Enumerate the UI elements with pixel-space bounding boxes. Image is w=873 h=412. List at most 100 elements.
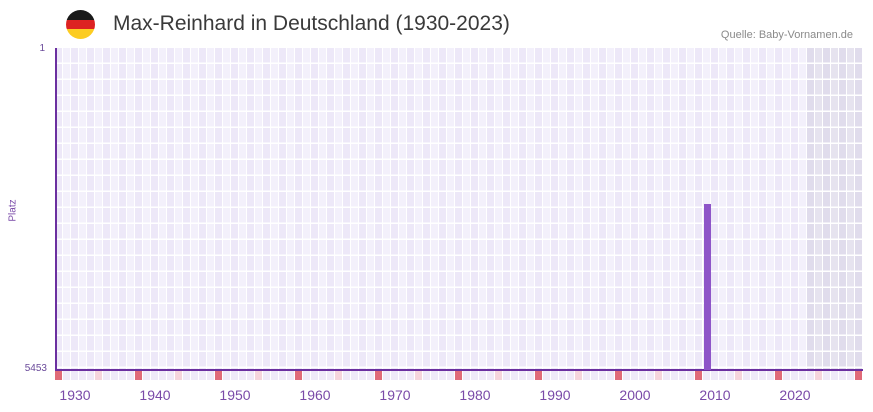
- year-marker: [207, 371, 214, 380]
- year-marker: [639, 371, 646, 380]
- grid-column: [847, 48, 855, 370]
- rank-bar[interactable]: [704, 203, 711, 370]
- grid-column: [839, 48, 847, 370]
- flag-stripe-black: [66, 10, 95, 20]
- year-marker: [439, 371, 446, 380]
- year-marker: [527, 371, 534, 380]
- source-credit: Quelle: Baby-Vornamen.de: [720, 29, 853, 41]
- grid-column: [407, 48, 415, 370]
- grid-column: [423, 48, 431, 370]
- year-marker: [119, 371, 126, 380]
- grid-column: [135, 48, 143, 370]
- y-tick-bottom: 5453: [24, 363, 47, 374]
- grid-column: [639, 48, 647, 370]
- year-marker: [575, 371, 582, 380]
- x-tick-label: 1970: [379, 387, 411, 403]
- grid-column: [295, 48, 303, 370]
- year-marker: [455, 371, 462, 380]
- year-marker: [855, 371, 862, 380]
- year-marker: [295, 371, 302, 380]
- grid-column: [687, 48, 695, 370]
- grid-column: [87, 48, 95, 370]
- year-marker: [223, 371, 230, 380]
- year-marker: [279, 371, 286, 380]
- grid-column: [215, 48, 223, 370]
- year-marker: [535, 371, 542, 380]
- grid-column: [439, 48, 447, 370]
- year-marker: [743, 371, 750, 380]
- germany-flag-icon: [66, 10, 95, 39]
- grid-column: [831, 48, 839, 370]
- grid-column: [375, 48, 383, 370]
- grid-column: [567, 48, 575, 370]
- year-marker: [847, 371, 854, 380]
- grid-column: [495, 48, 503, 370]
- grid-column: [615, 48, 623, 370]
- grid-column: [663, 48, 671, 370]
- year-marker: [711, 371, 718, 380]
- grid-column: [183, 48, 191, 370]
- grid-column: [487, 48, 495, 370]
- year-marker: [255, 371, 262, 380]
- flag-stripe-gold: [66, 29, 95, 39]
- year-marker: [479, 371, 486, 380]
- grid-column: [327, 48, 335, 370]
- year-marker: [55, 371, 62, 380]
- grid-column: [711, 48, 719, 370]
- year-marker: [623, 371, 630, 380]
- grid-column: [359, 48, 367, 370]
- year-marker: [135, 371, 142, 380]
- grid-column: [79, 48, 87, 370]
- year-marker: [703, 371, 710, 380]
- year-marker: [727, 371, 734, 380]
- grid-column: [447, 48, 455, 370]
- grid-column: [207, 48, 215, 370]
- year-marker: [151, 371, 158, 380]
- year-marker: [631, 371, 638, 380]
- grid-column: [151, 48, 159, 370]
- year-marker: [671, 371, 678, 380]
- year-marker: [231, 371, 238, 380]
- grid-column: [239, 48, 247, 370]
- grid-column: [191, 48, 199, 370]
- grid-column: [767, 48, 775, 370]
- grid-column: [231, 48, 239, 370]
- year-marker: [735, 371, 742, 380]
- year-marker: [551, 371, 558, 380]
- grid-column: [95, 48, 103, 370]
- grid-column: [271, 48, 279, 370]
- x-tick-label: 2010: [699, 387, 731, 403]
- year-marker: [327, 371, 334, 380]
- grid-column: [455, 48, 463, 370]
- year-marker: [391, 371, 398, 380]
- grid-column: [591, 48, 599, 370]
- year-marker: [679, 371, 686, 380]
- flag-stripe-red: [66, 19, 95, 30]
- year-marker: [359, 371, 366, 380]
- grid-column: [503, 48, 511, 370]
- year-marker: [687, 371, 694, 380]
- year-marker: [215, 371, 222, 380]
- year-marker: [839, 371, 846, 380]
- year-marker: [103, 371, 110, 380]
- year-marker: [343, 371, 350, 380]
- year-marker: [71, 371, 78, 380]
- grid-column: [311, 48, 319, 370]
- year-marker: [303, 371, 310, 380]
- grid-column: [415, 48, 423, 370]
- year-marker: [663, 371, 670, 380]
- year-marker: [159, 371, 166, 380]
- year-marker: [95, 371, 102, 380]
- grid-column: [399, 48, 407, 370]
- grid-column: [319, 48, 327, 370]
- grid-column: [391, 48, 399, 370]
- year-marker: [431, 371, 438, 380]
- year-marker: [799, 371, 806, 380]
- x-tick-label: 1960: [299, 387, 331, 403]
- grid-column: [287, 48, 295, 370]
- grid-column: [631, 48, 639, 370]
- year-marker: [495, 371, 502, 380]
- plot-area: [55, 48, 863, 370]
- year-marker: [647, 371, 654, 380]
- year-marker: [815, 371, 822, 380]
